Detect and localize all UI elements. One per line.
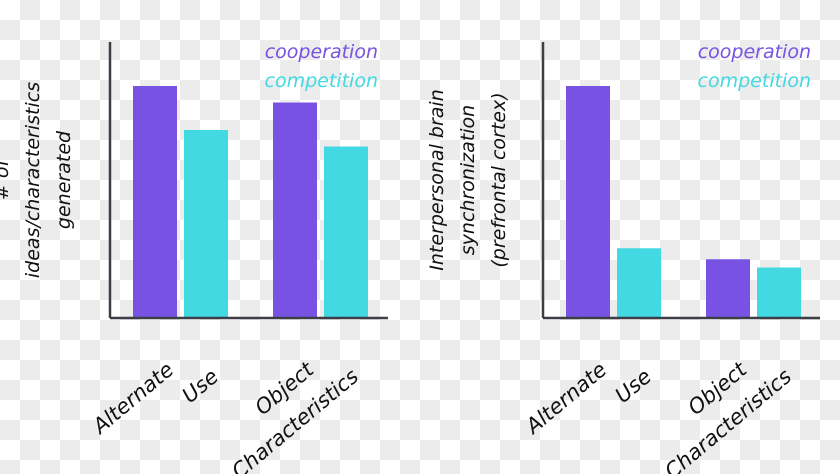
x-tick-label: AlternateUse	[520, 338, 656, 466]
bar-competition-1	[617, 248, 661, 317]
x-tick-label-line: Use	[178, 364, 223, 408]
y-axis-label-line: (prefrontal cortex)	[488, 92, 510, 267]
y-axis-label-line: synchronization	[457, 105, 479, 255]
bar-competition-2	[324, 146, 368, 317]
x-tick-label: ObjectCharacteristics	[638, 338, 796, 474]
y-axis-label: Interpersonal brain synchronization (prefr…	[426, 89, 510, 271]
x-tick-label: ObjectCharacteristics	[205, 338, 363, 474]
bar-competition-1	[184, 130, 228, 317]
bar-cooperation-2	[273, 102, 317, 317]
x-tick-label-line: Alternate	[520, 357, 612, 439]
legend-cooperation: cooperation	[698, 41, 811, 63]
y-axis-label-line: generated	[53, 130, 75, 229]
x-tick-label: AlternateUse	[87, 338, 223, 466]
bar-cooperation-1	[566, 86, 610, 317]
y-axis-label: # of ideas/characteristics generated	[0, 82, 75, 278]
legend-cooperation: cooperation	[265, 41, 378, 63]
y-axis-label-line: # of	[0, 157, 13, 201]
bar-cooperation-1	[133, 86, 177, 317]
y-axis-label-line: ideas/characteristics	[22, 82, 44, 278]
chart-1: cooperation competition # of ideas/characte…	[0, 41, 388, 474]
x-tick-label-line: Alternate	[87, 357, 179, 439]
legend-competition: competition	[698, 70, 811, 92]
y-axis-label-line: Interpersonal brain	[426, 89, 448, 271]
bar-competition-2	[757, 267, 801, 317]
chart-2: cooperation competition Interpersonal brai…	[426, 41, 820, 474]
bar-cooperation-2	[706, 259, 750, 317]
x-tick-label-line: Use	[611, 364, 656, 408]
legend-competition: competition	[265, 70, 378, 92]
